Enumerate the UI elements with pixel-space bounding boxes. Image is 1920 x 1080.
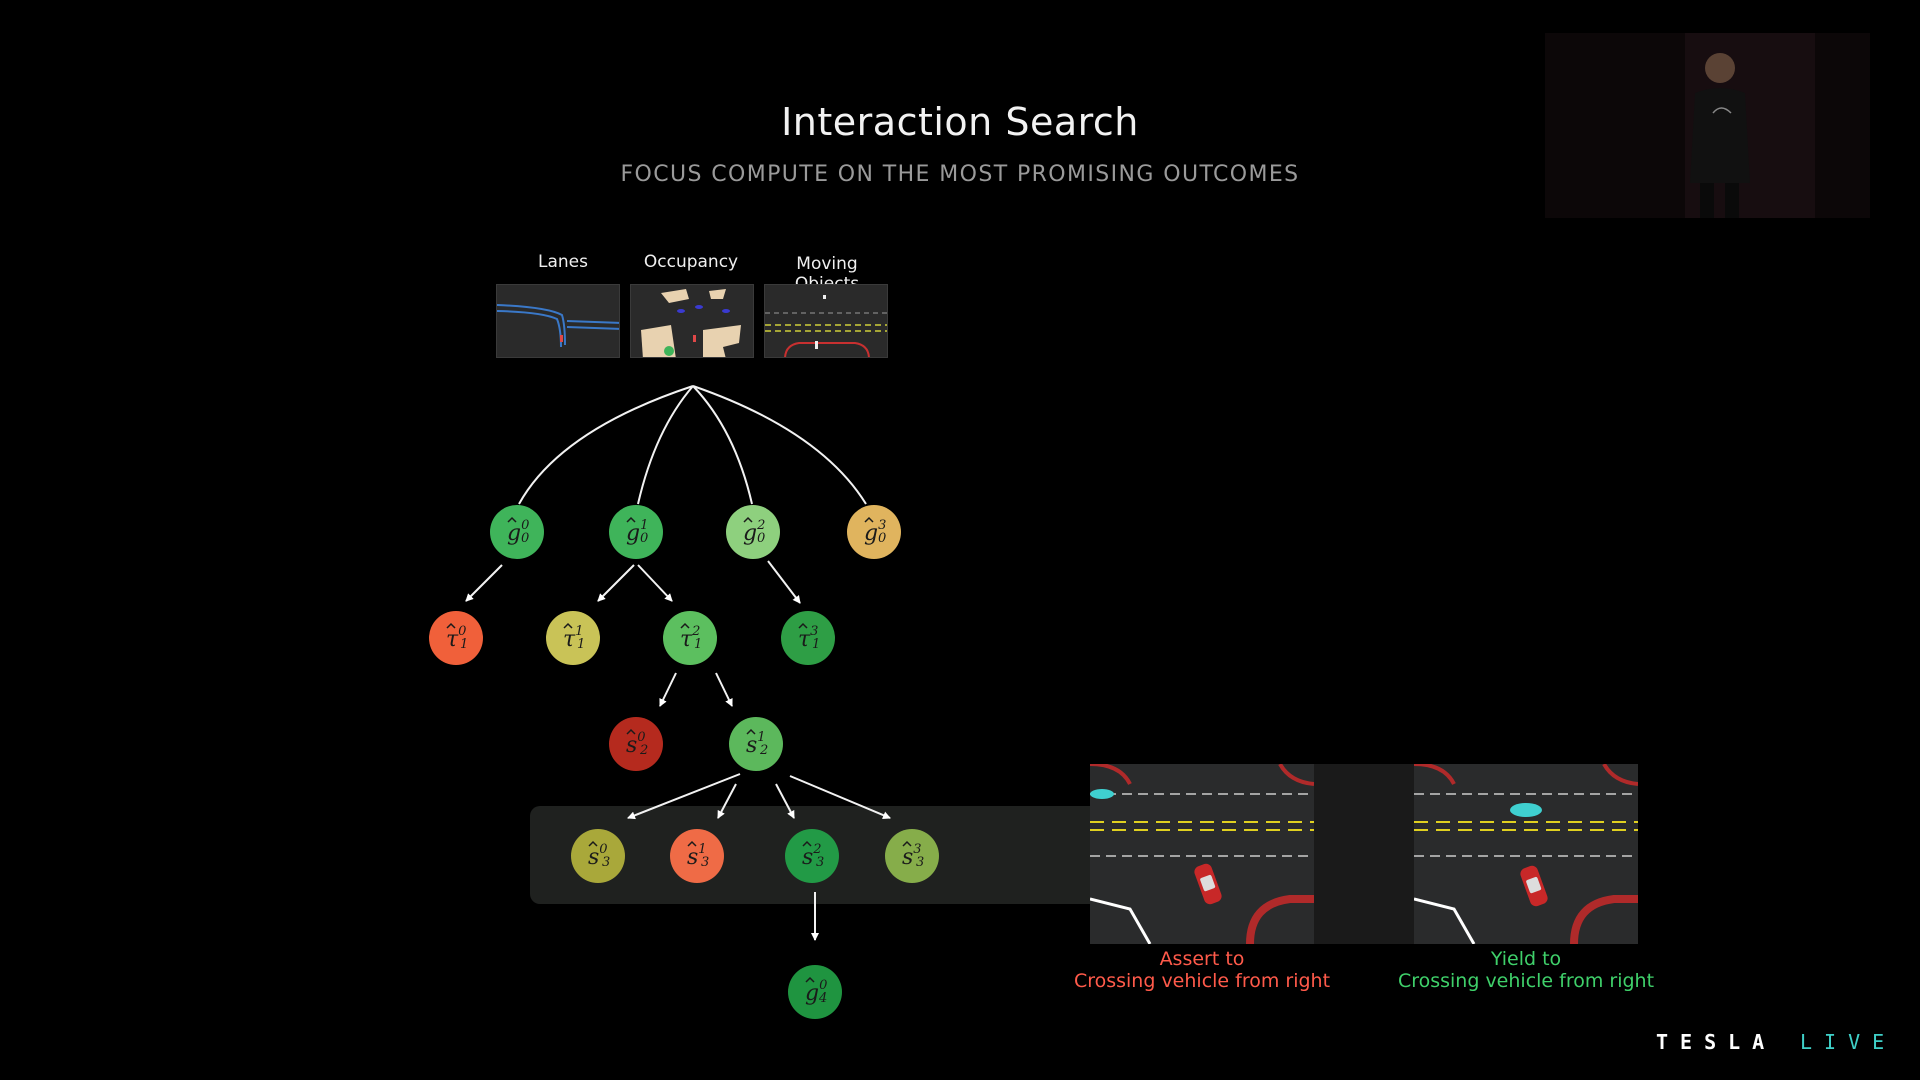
assert-outcome-view bbox=[1090, 764, 1314, 944]
tree-node-circle bbox=[571, 829, 625, 883]
tree-node-t1-0: τ0 1 bbox=[429, 611, 483, 665]
tree-node-label: g3 0 bbox=[864, 518, 886, 546]
root-edges bbox=[518, 385, 867, 505]
yield-outcome-view bbox=[1414, 764, 1638, 944]
tesla-logo: TESLA bbox=[1656, 1030, 1777, 1054]
tree-node-label: g2 0 bbox=[743, 518, 765, 546]
slide-title: Interaction Search bbox=[781, 100, 1139, 144]
lanes-panel bbox=[496, 284, 620, 358]
hat-accent-icon bbox=[864, 516, 874, 523]
outcome-divider bbox=[1314, 764, 1414, 944]
tree-node-circle bbox=[663, 611, 717, 665]
tree-node-label: s1 3 bbox=[687, 842, 709, 870]
assert-caption: Assert to Crossing vehicle from right bbox=[1042, 948, 1362, 992]
child-edges bbox=[465, 560, 891, 941]
tree-node-circle bbox=[785, 829, 839, 883]
hat-accent-icon bbox=[805, 976, 815, 983]
hat-accent-icon bbox=[743, 516, 753, 523]
tree-node-label: τ2 1 bbox=[680, 624, 702, 652]
tree-node-s2-0: s0 2 bbox=[609, 717, 663, 771]
tree-node-circle bbox=[847, 505, 901, 559]
tree-node-circle bbox=[609, 505, 663, 559]
hat-accent-icon bbox=[902, 840, 912, 847]
presenter-video bbox=[1545, 33, 1870, 218]
yield-caption: Yield to Crossing vehicle from right bbox=[1366, 948, 1686, 992]
tree-node-circle bbox=[546, 611, 600, 665]
tree-node-g4-0: g0 4 bbox=[788, 965, 842, 1019]
tree-node-t1-3: τ3 1 bbox=[781, 611, 835, 665]
hat-accent-icon bbox=[802, 840, 812, 847]
tree-node-circle bbox=[781, 611, 835, 665]
tree-node-circle bbox=[726, 505, 780, 559]
moving-objects-panel bbox=[764, 284, 888, 358]
tree-node-label: s0 3 bbox=[588, 842, 610, 870]
tree-node-circle bbox=[609, 717, 663, 771]
assert-caption-line1: Assert to bbox=[1159, 948, 1245, 970]
tree-node-circle bbox=[670, 829, 724, 883]
tree-node-label: τ0 1 bbox=[446, 624, 468, 652]
tree-nodes: g0 0 g1 0 g2 0 g3 0 τ0 1 τ1 1 τ2 1 τ3 1 s0 2 s1 2 s0 3 s1 3 s2 3 s… bbox=[429, 505, 939, 1019]
slide-subtitle: FOCUS COMPUTE ON THE MOST PROMISING OUTC… bbox=[620, 162, 1300, 187]
tree-node-label: s2 3 bbox=[802, 842, 824, 870]
tree-node-label: s0 2 bbox=[626, 730, 648, 758]
tree-node-g0-0: g0 0 bbox=[490, 505, 544, 559]
hat-accent-icon bbox=[687, 840, 697, 847]
tree-node-circle bbox=[490, 505, 544, 559]
hat-accent-icon bbox=[626, 516, 636, 523]
tree-node-label: g1 0 bbox=[626, 518, 648, 546]
tree-node-label: τ1 1 bbox=[563, 624, 585, 652]
tree-node-circle bbox=[885, 829, 939, 883]
hat-accent-icon bbox=[507, 516, 517, 523]
hat-accent-icon bbox=[798, 622, 808, 629]
tree-node-g0-1: g1 0 bbox=[609, 505, 663, 559]
hat-accent-icon bbox=[588, 840, 598, 847]
tree-node-label: g0 0 bbox=[507, 518, 529, 546]
tree-node-label: τ3 1 bbox=[798, 624, 820, 652]
assert-caption-line2: Crossing vehicle from right bbox=[1073, 970, 1331, 992]
tree-node-s3-1: s1 3 bbox=[670, 829, 724, 883]
tree-node-label: g0 4 bbox=[805, 978, 827, 1006]
lanes-label: Lanes bbox=[538, 252, 588, 272]
hat-accent-icon bbox=[680, 622, 690, 629]
tree-node-s3-0: s0 3 bbox=[571, 829, 625, 883]
hat-accent-icon bbox=[626, 728, 636, 735]
tree-node-label: s1 2 bbox=[746, 730, 768, 758]
yield-caption-line1: Yield to bbox=[1490, 948, 1562, 970]
tree-node-circle bbox=[788, 965, 842, 1019]
yield-caption-line2: Crossing vehicle from right bbox=[1397, 970, 1655, 992]
tree-node-t1-2: τ2 1 bbox=[663, 611, 717, 665]
hat-accent-icon bbox=[446, 622, 456, 629]
tree-node-s3-2: s2 3 bbox=[785, 829, 839, 883]
tree-node-g0-3: g3 0 bbox=[847, 505, 901, 559]
occupancy-panel bbox=[630, 284, 754, 358]
live-logo: LIVE bbox=[1800, 1030, 1897, 1054]
hat-accent-icon bbox=[563, 622, 573, 629]
tree-node-s2-1: s1 2 bbox=[729, 717, 783, 771]
tree-node-circle bbox=[729, 717, 783, 771]
occupancy-label: Occupancy bbox=[643, 252, 739, 272]
hat-accent-icon bbox=[746, 728, 756, 735]
tree-node-g0-2: g2 0 bbox=[726, 505, 780, 559]
tree-node-s3-3: s3 3 bbox=[885, 829, 939, 883]
tree-node-label: s3 3 bbox=[902, 842, 924, 870]
tree-node-circle bbox=[429, 611, 483, 665]
tree-node-t1-1: τ1 1 bbox=[546, 611, 600, 665]
